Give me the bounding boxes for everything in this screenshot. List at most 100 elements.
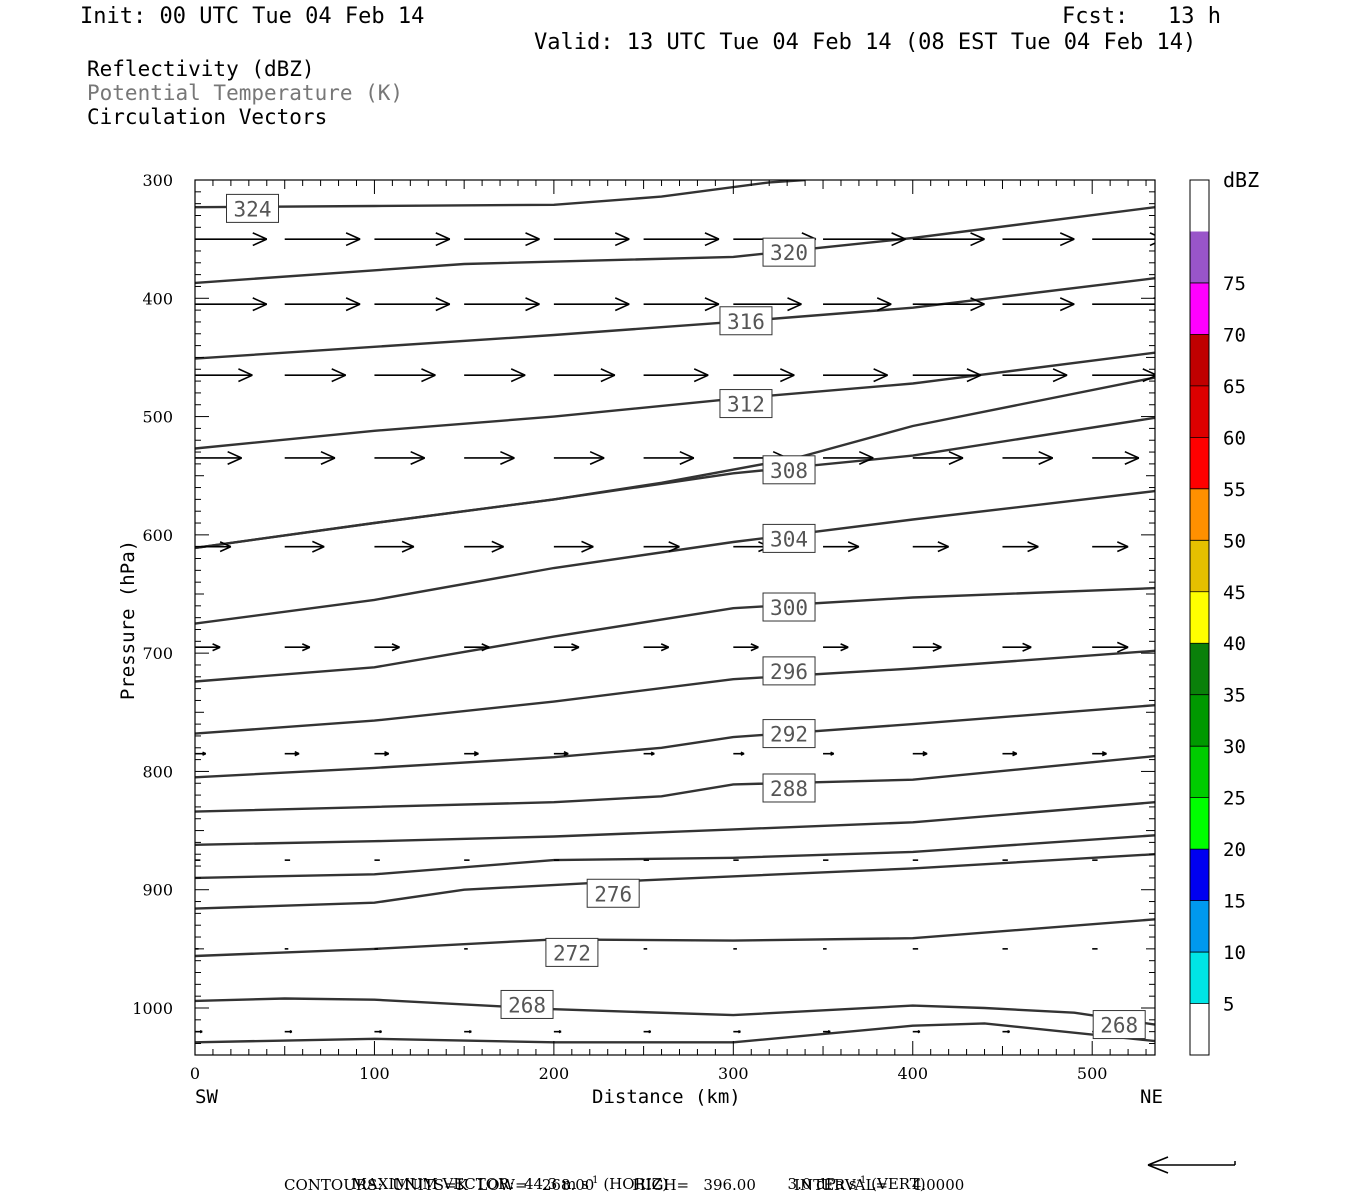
circulation-vector <box>1092 368 1155 383</box>
circulation-vector <box>1002 297 1075 312</box>
colorbar-level-label: 20 <box>1223 839 1246 861</box>
circulation-vector <box>553 1029 562 1034</box>
circulation-vector <box>553 450 605 466</box>
colorbar-level-label: 25 <box>1223 788 1246 810</box>
circulation-vector <box>553 751 569 757</box>
y-tick-label: 900 <box>142 881 173 900</box>
contour-label-296: 296 <box>770 660 808 684</box>
circulation-vector <box>284 540 325 553</box>
circulation-vector <box>553 643 580 652</box>
contour-label-324: 324 <box>234 197 272 221</box>
colorbar-swatch <box>1190 437 1209 489</box>
colorbar-swatch <box>1190 591 1209 644</box>
circulation-vector <box>733 643 759 652</box>
circulation-vector <box>823 232 906 247</box>
colorbar-level-label: 10 <box>1223 942 1246 964</box>
contour-label-box <box>719 306 773 336</box>
circulation-vector <box>284 368 347 383</box>
circulation-vector <box>733 1029 741 1034</box>
colorbar-swatch <box>1190 385 1209 438</box>
contour-label-box <box>762 592 816 622</box>
contour-label-box <box>586 878 640 908</box>
circulation-vector <box>464 1029 472 1034</box>
colorbar-level-label: 30 <box>1223 736 1246 758</box>
reference-vector-arrow <box>1147 1156 1236 1174</box>
circulation-vector <box>643 297 720 312</box>
colorbar-level-label: 55 <box>1223 479 1246 501</box>
contour-label-box <box>762 523 816 553</box>
isentrope-272 <box>195 853 1155 910</box>
axes-layer: 300 400 500 600 700 800 900 1000 0 100 200 300 400 50… <box>132 171 1155 1083</box>
contour-label-264: 268 <box>1100 1014 1138 1038</box>
circulation-vector <box>464 297 540 312</box>
circulation-vector <box>1002 1029 1010 1034</box>
colorbar-swatch <box>1190 849 1209 901</box>
contour-label-292: 292 <box>770 723 808 747</box>
circulation-vector <box>1092 751 1107 757</box>
circulation-vector <box>912 642 942 652</box>
colorbar-swatch <box>1190 694 1209 747</box>
colorbar-level-label: 65 <box>1223 376 1246 398</box>
circulation-vector <box>464 751 479 757</box>
circulation-vector <box>643 751 655 756</box>
isentrope-300 <box>195 489 1155 625</box>
isentrope-284 <box>195 754 1155 813</box>
y-tick-label: 600 <box>142 526 173 545</box>
circulation-vector <box>195 450 242 465</box>
circulation-vector <box>1092 641 1129 653</box>
y-tick-label: 500 <box>142 408 173 427</box>
isentrope-292 <box>195 649 1155 735</box>
contour-label-316: 316 <box>727 310 765 334</box>
circulation-vector <box>464 368 526 383</box>
colorbar-level-label: 45 <box>1223 582 1246 604</box>
contour-info: CONTOURS: UNITS=K LOW= 268.00 HIGH= 396.… <box>284 1176 965 1194</box>
circulation-vector <box>374 297 451 312</box>
isentrope-260 <box>195 1022 1155 1044</box>
circulation-vector <box>284 643 311 652</box>
valid-time: Valid: 13 UTC Tue 04 Feb 14 (08 EST Tue … <box>534 30 1197 55</box>
colorbar-level-label: 5 <box>1223 994 1234 1016</box>
circulation-vector <box>912 751 928 757</box>
circulation-vector <box>643 368 709 383</box>
x-axis-left-end-label: SW <box>195 1086 218 1108</box>
circulation-vector <box>1002 751 1018 757</box>
x-tick-label: 100 <box>359 1064 390 1083</box>
circulation-vector <box>553 540 594 553</box>
y-tick-label: 400 <box>142 289 173 308</box>
max-vert-value: 3.0 dPa s <box>787 1175 857 1193</box>
x-axis-title: Distance (km) <box>592 1086 741 1108</box>
colorbar-title: dBZ <box>1223 168 1259 192</box>
max-vert-tag: (VERT) <box>871 1175 926 1193</box>
circulation-vector <box>195 297 268 312</box>
circulation-vector <box>374 232 451 247</box>
colorbar-swatch <box>1190 282 1209 335</box>
circulation-vector <box>374 368 436 383</box>
circulation-vector <box>643 541 680 553</box>
colorbar-swatch <box>1190 231 1209 283</box>
x-tick-label: 500 <box>1077 1064 1108 1083</box>
isentrope-316 <box>195 277 1155 360</box>
colorbar-swatch <box>1190 797 1209 850</box>
contour-label-312: 312 <box>727 393 765 417</box>
x-tick-label: 300 <box>718 1064 749 1083</box>
colorbar-level-label: 70 <box>1223 324 1246 346</box>
circulation-vector <box>1002 642 1032 652</box>
isentrope-276 <box>195 834 1155 880</box>
circulation-vector <box>284 751 300 757</box>
circulation-vector <box>643 1029 652 1034</box>
forecast-hour: 13 h <box>1168 4 1221 29</box>
circulation-vector <box>374 540 415 553</box>
x-tick-label: 0 <box>190 1064 200 1083</box>
circulation-vector <box>464 232 540 247</box>
circulation-vector <box>374 751 390 757</box>
isentrope-312 <box>195 351 1155 450</box>
circulation-vector <box>823 450 874 466</box>
x-tick-label: 200 <box>539 1064 570 1083</box>
circulation-vector <box>912 1029 921 1034</box>
contour-label-box <box>762 773 816 803</box>
colorbar-level-label: 75 <box>1223 273 1246 295</box>
circulation-vector <box>823 368 888 383</box>
contour-label-box <box>1092 1010 1146 1040</box>
circulation-vector <box>464 643 490 652</box>
circulation-vector <box>1092 450 1140 465</box>
